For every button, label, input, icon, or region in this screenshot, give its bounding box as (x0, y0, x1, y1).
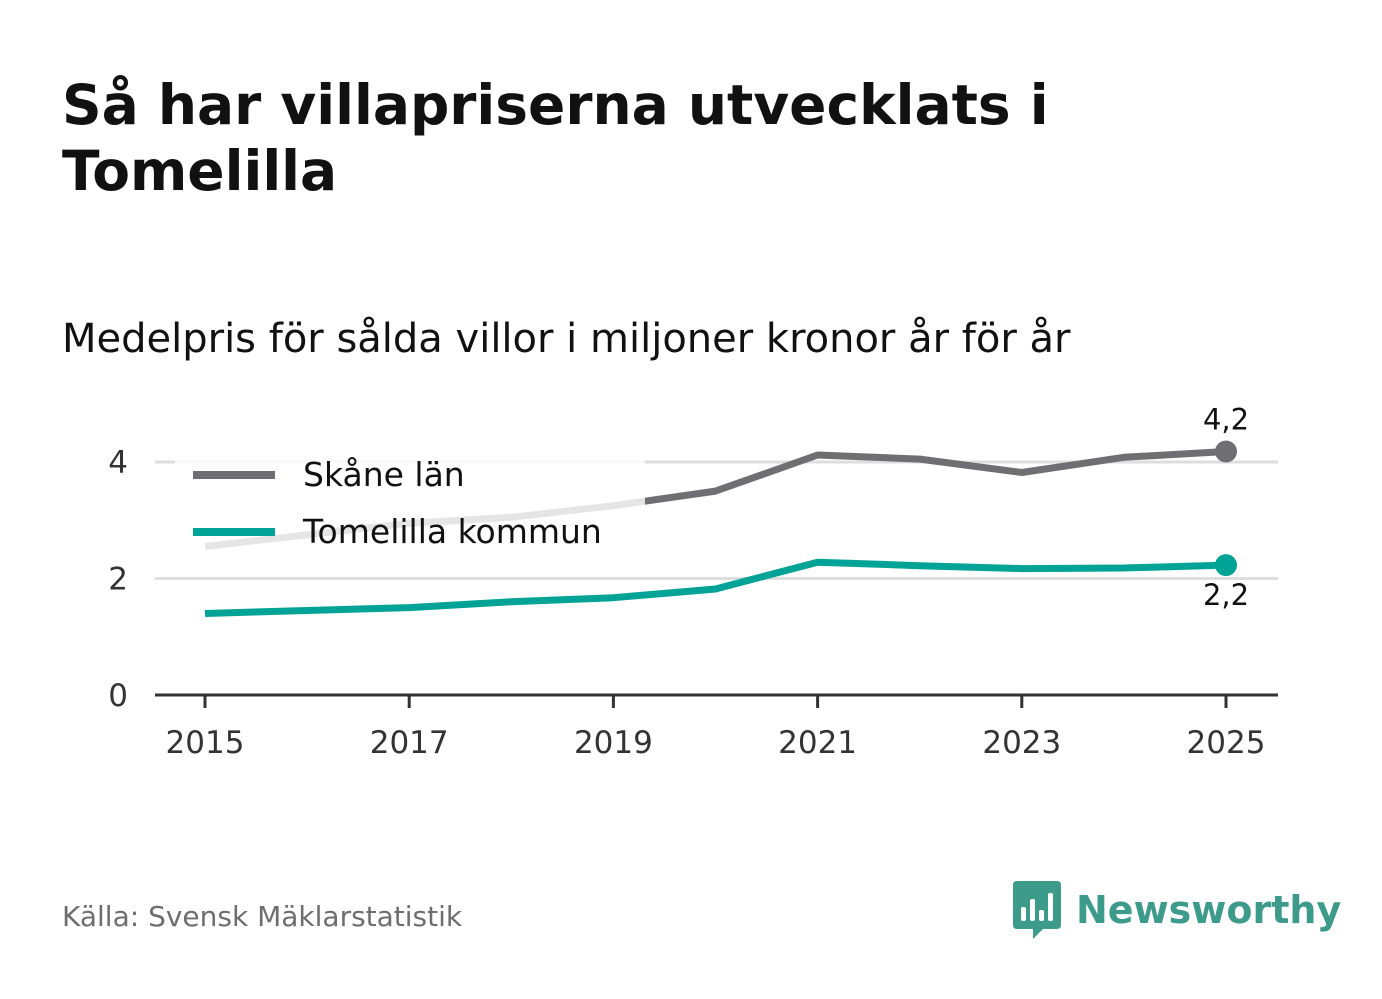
x-tick-label: 2021 (778, 725, 857, 761)
y-tick-label: 4 (108, 445, 128, 481)
brand-name: Newsworthy (1076, 888, 1342, 932)
end-marker-0 (1215, 440, 1237, 463)
x-tick-label: 2015 (166, 725, 245, 761)
end-value-label-1: 2,2 (1203, 578, 1249, 612)
legend-background (175, 446, 645, 558)
x-tick-label: 2017 (370, 725, 449, 761)
chart-title: Så har villapriserna utvecklats i Tomeli… (62, 73, 1049, 203)
source-note: Källa: Svensk Mäklarstatistik (62, 900, 463, 933)
end-value-label-0: 4,2 (1203, 403, 1249, 437)
bar-chart-speech-bubble-icon (1013, 881, 1061, 939)
chart-subtitle: Medelpris för sålda villor i miljoner kr… (62, 316, 1071, 362)
end-labels: 4,2 2,2 (1203, 403, 1249, 613)
x-tick-label: 2019 (574, 725, 653, 761)
axes: 0 2 4 2015 2017 2019 2021 2023 2025 (108, 445, 1278, 761)
y-tick-label: 2 (108, 562, 128, 598)
legend-label-1: Tomelilla kommun (302, 512, 602, 551)
series-line-1 (204, 558, 1227, 617)
y-tick-label: 0 (108, 678, 128, 714)
newsworthy-logo: Newsworthy (1012, 878, 1341, 942)
x-tick-label: 2023 (982, 725, 1061, 761)
legend: Skåne län Tomelilla kommun (175, 446, 645, 558)
x-tick-label: 2025 (1187, 725, 1266, 761)
legend-label-0: Skåne län (303, 455, 465, 494)
end-marker-1 (1215, 554, 1237, 577)
